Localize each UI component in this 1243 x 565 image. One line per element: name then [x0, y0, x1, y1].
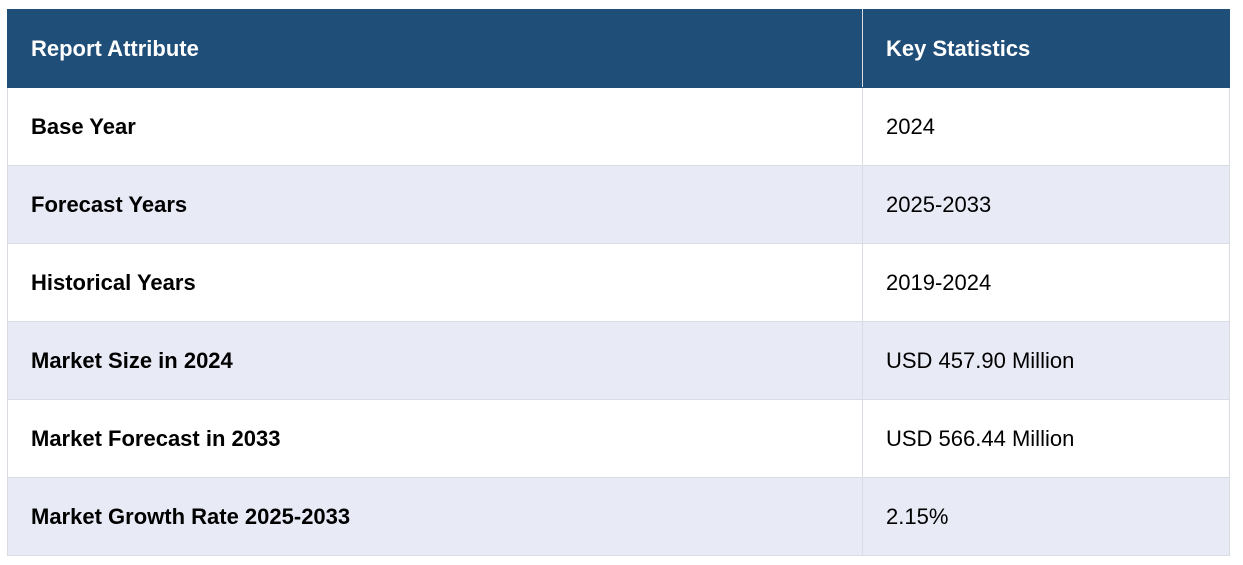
- row-attribute: Market Size in 2024: [7, 321, 863, 400]
- header-report-attribute: Report Attribute: [7, 9, 863, 88]
- row-attribute: Forecast Years: [7, 165, 863, 244]
- row-value: 2.15%: [862, 477, 1230, 556]
- table-row: Historical Years 2019-2024: [7, 243, 1230, 322]
- row-attribute: Historical Years: [7, 243, 863, 322]
- table-row: Forecast Years 2025-2033: [7, 165, 1230, 244]
- table-header: Report Attribute Key Statistics: [7, 9, 1230, 88]
- table-row: Market Size in 2024 USD 457.90 Million: [7, 321, 1230, 400]
- report-table-container: Report Attribute Key Statistics Base Yea…: [7, 9, 1230, 556]
- row-value: 2024: [862, 87, 1230, 166]
- row-value: 2019-2024: [862, 243, 1230, 322]
- table-body: Base Year 2024 Forecast Years 2025-2033 …: [7, 87, 1230, 556]
- header-key-statistics: Key Statistics: [862, 9, 1230, 88]
- table-row: Market Forecast in 2033 USD 566.44 Milli…: [7, 399, 1230, 478]
- row-value: USD 457.90 Million: [862, 321, 1230, 400]
- table-row: Base Year 2024: [7, 87, 1230, 166]
- header-row: Report Attribute Key Statistics: [7, 9, 1230, 88]
- report-statistics-table: Report Attribute Key Statistics Base Yea…: [7, 9, 1230, 556]
- row-attribute: Base Year: [7, 87, 863, 166]
- table-row: Market Growth Rate 2025-2033 2.15%: [7, 477, 1230, 556]
- row-attribute: Market Forecast in 2033: [7, 399, 863, 478]
- row-attribute: Market Growth Rate 2025-2033: [7, 477, 863, 556]
- row-value: 2025-2033: [862, 165, 1230, 244]
- row-value: USD 566.44 Million: [862, 399, 1230, 478]
